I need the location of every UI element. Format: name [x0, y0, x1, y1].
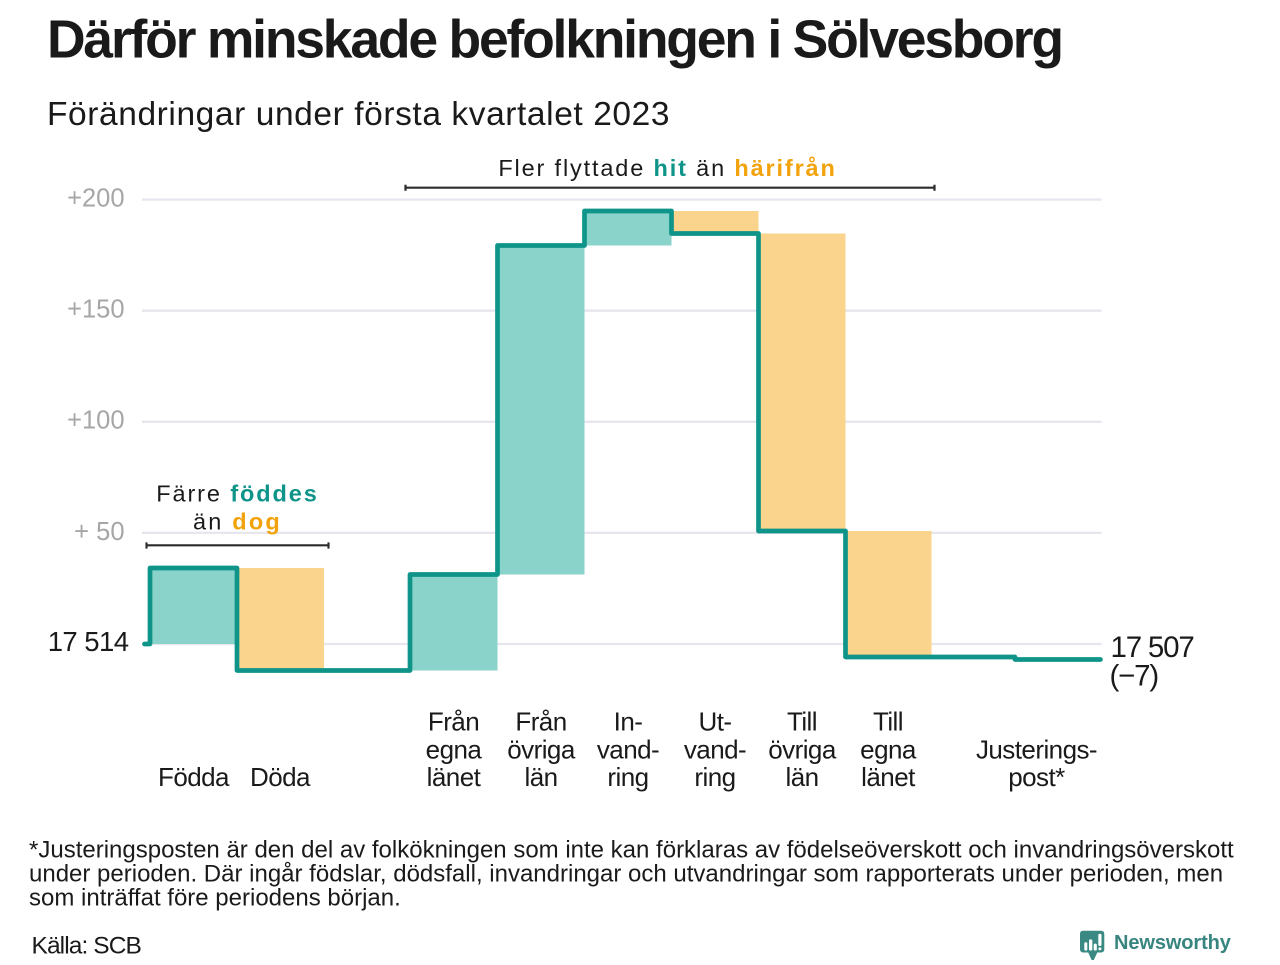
- svg-text:17 507: 17 507: [1111, 631, 1194, 664]
- svg-text:Födda: Födda: [158, 762, 230, 792]
- svg-text:+200: +200: [67, 185, 124, 213]
- svg-text:Förändringar under första kvar: Förändringar under första kvartalet 2023: [47, 96, 670, 133]
- svg-text:än dog: än dog: [193, 509, 282, 535]
- svg-text:Newsworthy: Newsworthy: [1114, 932, 1232, 954]
- svg-text:(−7): (−7): [1110, 659, 1158, 692]
- svg-text:17 514: 17 514: [48, 626, 129, 657]
- svg-text:+100: +100: [67, 407, 124, 435]
- svg-text:som inträffat före periodens b: som inträffat före periodens början.: [29, 885, 401, 912]
- svg-text:+150: +150: [67, 296, 124, 324]
- svg-text:Källa: SCB: Källa: SCB: [32, 933, 142, 960]
- svg-text:under perioden. Där ingår föds: under perioden. Där ingår födslar, dödsf…: [29, 861, 1223, 888]
- svg-text:*Justeringsposten är den del a: *Justeringsposten är den del av folkökni…: [29, 837, 1234, 864]
- svg-text:+ 50: + 50: [74, 518, 124, 546]
- svg-text:Därför minskade befolkningen i: Därför minskade befolkningen i Sölvesbor…: [47, 11, 1064, 70]
- svg-text:Färre föddes: Färre föddes: [156, 481, 319, 507]
- svg-text:Fler flyttade hit än härifrån: Fler flyttade hit än härifrån: [498, 155, 836, 181]
- svg-text:Döda: Döda: [250, 762, 311, 792]
